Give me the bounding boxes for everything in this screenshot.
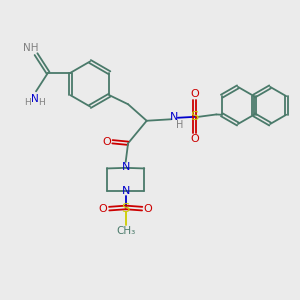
Text: S: S (190, 110, 199, 123)
Text: O: O (144, 204, 153, 214)
Text: NH: NH (23, 43, 38, 52)
Text: CH₃: CH₃ (116, 226, 135, 236)
Text: N: N (122, 186, 130, 196)
Text: O: O (190, 89, 199, 99)
Text: O: O (102, 137, 111, 147)
Text: N: N (122, 162, 130, 172)
Text: O: O (190, 134, 199, 144)
Text: N: N (31, 94, 38, 104)
Text: S: S (122, 202, 130, 215)
Text: H: H (176, 120, 183, 130)
Text: H: H (24, 98, 31, 107)
Text: N: N (169, 112, 178, 122)
Text: O: O (99, 204, 108, 214)
Text: H: H (38, 98, 45, 107)
